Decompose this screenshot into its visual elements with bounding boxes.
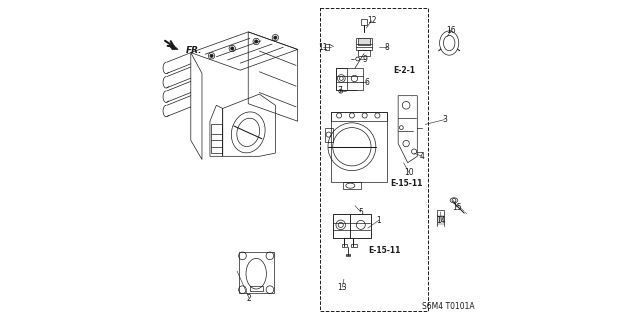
Text: E-2-1: E-2-1: [394, 66, 415, 75]
Bar: [333, 214, 371, 238]
Bar: [331, 112, 387, 121]
Bar: [346, 254, 349, 256]
Bar: [362, 19, 367, 25]
Text: 2: 2: [247, 294, 252, 303]
Bar: [250, 286, 262, 291]
Circle shape: [255, 40, 258, 43]
Bar: [336, 68, 347, 90]
Polygon shape: [170, 46, 178, 50]
Bar: [331, 112, 387, 182]
Text: 16: 16: [446, 26, 456, 35]
Text: 3: 3: [442, 115, 447, 124]
Text: 15: 15: [452, 203, 462, 212]
Text: 14: 14: [436, 216, 446, 225]
Bar: [325, 44, 329, 50]
Bar: [350, 214, 371, 238]
Text: 5: 5: [358, 208, 364, 217]
Bar: [358, 38, 370, 45]
Circle shape: [274, 36, 277, 39]
Bar: [239, 252, 274, 293]
Text: 13: 13: [337, 283, 347, 292]
Text: 6: 6: [365, 78, 370, 87]
Text: 1: 1: [376, 216, 381, 225]
Text: 7: 7: [337, 86, 342, 95]
Text: 4: 4: [420, 152, 424, 161]
Text: S6M4 T0101A: S6M4 T0101A: [422, 302, 475, 311]
Circle shape: [230, 47, 234, 50]
Text: E-15-11: E-15-11: [368, 246, 400, 255]
Text: FR.: FR.: [186, 46, 202, 55]
Text: 11: 11: [319, 43, 328, 52]
Bar: [343, 182, 360, 189]
Text: 9: 9: [362, 55, 367, 63]
Bar: [356, 38, 372, 50]
Text: 10: 10: [404, 168, 413, 177]
Text: E-15-11: E-15-11: [390, 179, 422, 188]
Bar: [358, 50, 370, 56]
Bar: [336, 68, 363, 90]
Bar: [320, 8, 428, 311]
Circle shape: [210, 54, 213, 57]
Text: 12: 12: [367, 16, 376, 25]
Bar: [333, 214, 350, 238]
Bar: [342, 244, 348, 247]
Text: 8: 8: [385, 43, 389, 52]
Bar: [351, 244, 356, 247]
Bar: [324, 128, 333, 142]
